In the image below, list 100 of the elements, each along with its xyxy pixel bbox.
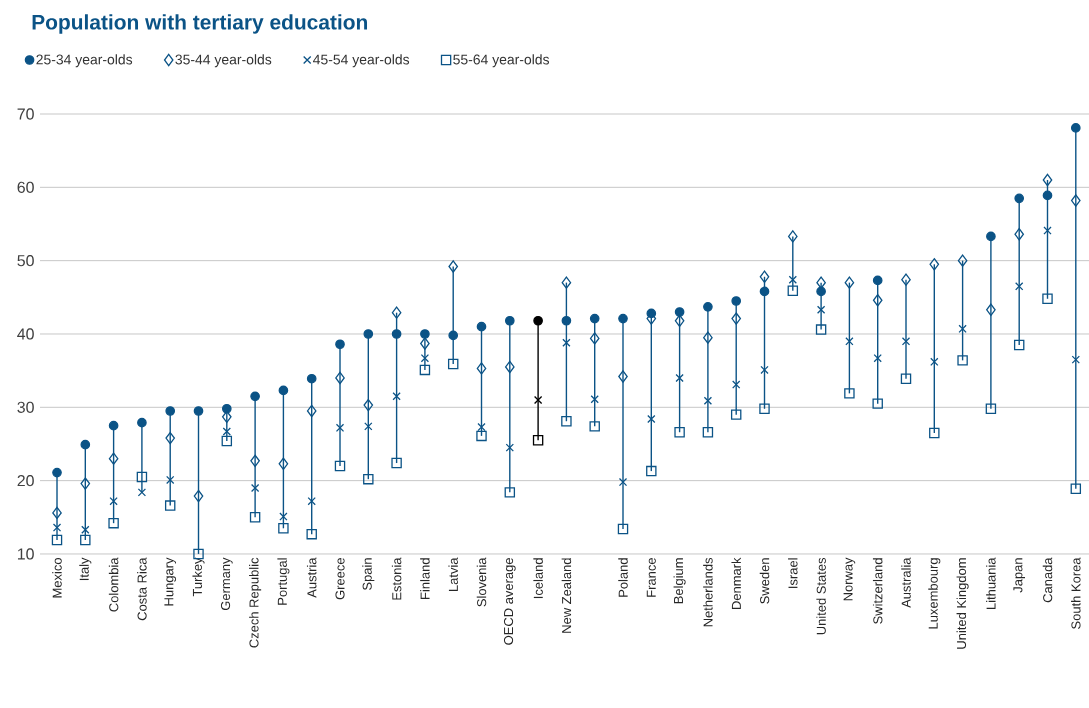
- point: [448, 260, 459, 273]
- point: [816, 305, 826, 314]
- x-tick-label: Australia: [901, 557, 911, 608]
- point: [52, 467, 62, 478]
- point: [1070, 194, 1081, 207]
- point: [249, 512, 261, 523]
- point: [901, 273, 911, 286]
- x-tick-label: Spain: [362, 558, 375, 591]
- y-tick-label: 20: [17, 475, 34, 487]
- x-tick-label: OECD average: [503, 558, 516, 645]
- point: [391, 457, 402, 469]
- point: [306, 528, 317, 540]
- x-tick-label: France: [646, 558, 656, 597]
- x-tick-label: Netherlands: [703, 557, 713, 627]
- x-tick-label: Switzerland: [872, 558, 883, 624]
- point: [80, 439, 91, 450]
- x-tick-label: Israel: [788, 558, 798, 588]
- point: [306, 373, 317, 384]
- y-tick-label: 60: [17, 181, 34, 193]
- point: [476, 430, 487, 442]
- point: [702, 427, 714, 438]
- point: [307, 496, 316, 506]
- x-tick-label: Costa Rica: [137, 557, 147, 621]
- point: [392, 392, 401, 401]
- point: [477, 422, 486, 432]
- point: [731, 296, 742, 306]
- point: [448, 330, 459, 341]
- point: [52, 523, 62, 532]
- point: [646, 465, 657, 477]
- y-tick-label: 30: [17, 401, 34, 413]
- point: [788, 275, 797, 284]
- x-tick-label: Czech Republic: [249, 557, 262, 648]
- point: [137, 417, 147, 428]
- point: [618, 477, 628, 487]
- point: [787, 285, 799, 296]
- x-tick-label: Finland: [420, 558, 430, 599]
- x-tick-label: United Kingdom: [956, 558, 969, 649]
- point: [731, 312, 742, 325]
- x-tick-label: Japan: [1013, 558, 1025, 593]
- point: [816, 286, 826, 297]
- y-tick-label: 10: [17, 548, 34, 560]
- point: [844, 276, 855, 289]
- point: [504, 360, 515, 374]
- point: [703, 331, 713, 344]
- point: [1070, 483, 1082, 494]
- x-tick-label: Canada: [1042, 557, 1053, 603]
- point: [363, 473, 374, 485]
- point: [674, 307, 685, 317]
- point: [250, 454, 260, 468]
- point: [958, 324, 967, 334]
- x-tick-label: Iceland: [533, 558, 543, 599]
- point: [532, 435, 544, 446]
- point: [562, 338, 571, 347]
- point: [279, 512, 288, 521]
- x-tick-label: Italy: [79, 557, 92, 581]
- point: [533, 395, 543, 405]
- x-tick-label: South Korea: [1071, 557, 1081, 629]
- legend-label: 25-34 year-olds: [36, 54, 133, 68]
- legend-label: 35-44 year-olds: [175, 54, 272, 68]
- x-tick-label: Estonia: [391, 557, 402, 600]
- point: [872, 398, 883, 409]
- x-tick-label: Colombia: [108, 557, 119, 612]
- point: [166, 475, 175, 485]
- point: [1015, 282, 1024, 291]
- point: [929, 427, 940, 439]
- x-tick-label: Poland: [618, 558, 628, 597]
- point: [363, 398, 374, 412]
- y-tick-label: 50: [17, 255, 34, 267]
- point: [759, 286, 770, 297]
- x-tick-label: Hungary: [164, 557, 177, 606]
- point: [193, 406, 204, 416]
- point: [617, 523, 629, 535]
- point: [533, 315, 543, 326]
- point: [51, 534, 63, 546]
- point: [136, 471, 148, 483]
- point: [872, 294, 883, 307]
- x-tick-label: Lithuania: [986, 557, 996, 609]
- point: [278, 385, 289, 396]
- point: [391, 329, 402, 339]
- point: [1042, 190, 1053, 201]
- point: [334, 460, 346, 472]
- point: [957, 254, 968, 267]
- point: [732, 380, 741, 389]
- point: [504, 487, 516, 498]
- point: [929, 258, 940, 271]
- point: [930, 357, 939, 367]
- x-tick-label: Portugal: [277, 558, 290, 605]
- x-tick-label: Belgium: [673, 558, 686, 604]
- point: [419, 364, 431, 376]
- point: [476, 362, 487, 375]
- point: [420, 329, 430, 339]
- x-tick-label: Greece: [335, 558, 345, 600]
- point: [873, 354, 882, 363]
- point: [193, 489, 204, 503]
- point: [703, 396, 713, 405]
- point: [787, 230, 798, 243]
- point: [335, 371, 345, 385]
- point: [618, 370, 628, 383]
- x-tick-label: Norway: [843, 557, 856, 601]
- point: [844, 388, 855, 399]
